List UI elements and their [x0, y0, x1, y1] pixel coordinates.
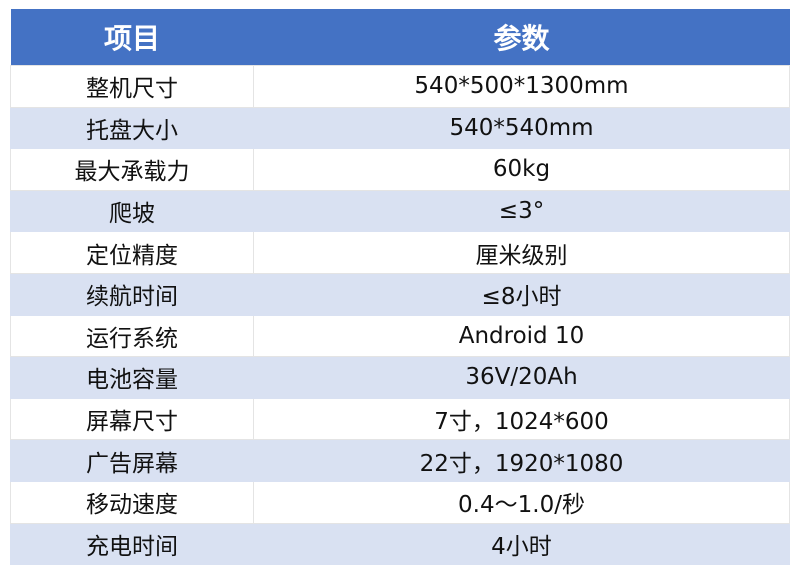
item-cell: 充电时间: [10, 522, 254, 566]
value-cell: 36V/20Ah: [253, 356, 790, 399]
item-cell: 最大承载力: [10, 148, 254, 191]
table-row: 最大承载力 60kg: [10, 148, 790, 191]
item-cell: 电池容量: [10, 356, 254, 399]
item-cell: 屏幕尺寸: [10, 397, 254, 441]
value-cell: 22寸，1920*1080: [253, 439, 790, 482]
value-cell: 540*500*1300mm: [253, 65, 790, 108]
table-row: 定位精度 厘米级别: [10, 231, 790, 274]
table-row: 运行系统 Android 10: [10, 314, 790, 358]
table-row: 托盘大小 540*540mm: [10, 106, 790, 150]
item-cell: 爬坡: [10, 189, 254, 233]
item-cell: 移动速度: [10, 480, 254, 524]
table-row: 电池容量 36V/20Ah: [10, 356, 790, 399]
table-row: 续航时间 ≤8小时: [10, 272, 790, 316]
header-row: 项目 参数: [10, 9, 790, 66]
item-cell: 整机尺寸: [10, 65, 254, 108]
value-cell: Android 10: [253, 314, 790, 358]
header-value: 参数: [253, 9, 790, 66]
value-cell: 60kg: [253, 148, 790, 191]
value-cell: 4小时: [253, 522, 790, 566]
table-row: 屏幕尺寸 7寸，1024*600: [10, 397, 790, 441]
table-row: 爬坡 ≤3°: [10, 189, 790, 233]
value-cell: 7寸，1024*600: [253, 397, 790, 441]
table-row: 整机尺寸 540*500*1300mm: [10, 65, 790, 108]
value-cell: 厘米级别: [253, 231, 790, 274]
value-cell: 0.4～1.0/秒: [253, 480, 790, 524]
item-cell: 续航时间: [10, 272, 254, 316]
value-cell: ≤3°: [253, 189, 790, 233]
table-row: 广告屏幕 22寸，1920*1080: [10, 439, 790, 482]
header-item: 项目: [10, 9, 254, 66]
spec-table: 项目 参数 整机尺寸 540*500*1300mm 托盘大小 540*540mm 最…: [10, 9, 790, 566]
table-row: 充电时间 4小时: [10, 522, 790, 566]
item-cell: 定位精度: [10, 231, 254, 274]
item-cell: 运行系统: [10, 314, 254, 358]
value-cell: 540*540mm: [253, 106, 790, 150]
item-cell: 广告屏幕: [10, 439, 254, 482]
table-row: 移动速度 0.4～1.0/秒: [10, 480, 790, 524]
item-cell: 托盘大小: [10, 106, 254, 150]
value-cell: ≤8小时: [253, 272, 790, 316]
